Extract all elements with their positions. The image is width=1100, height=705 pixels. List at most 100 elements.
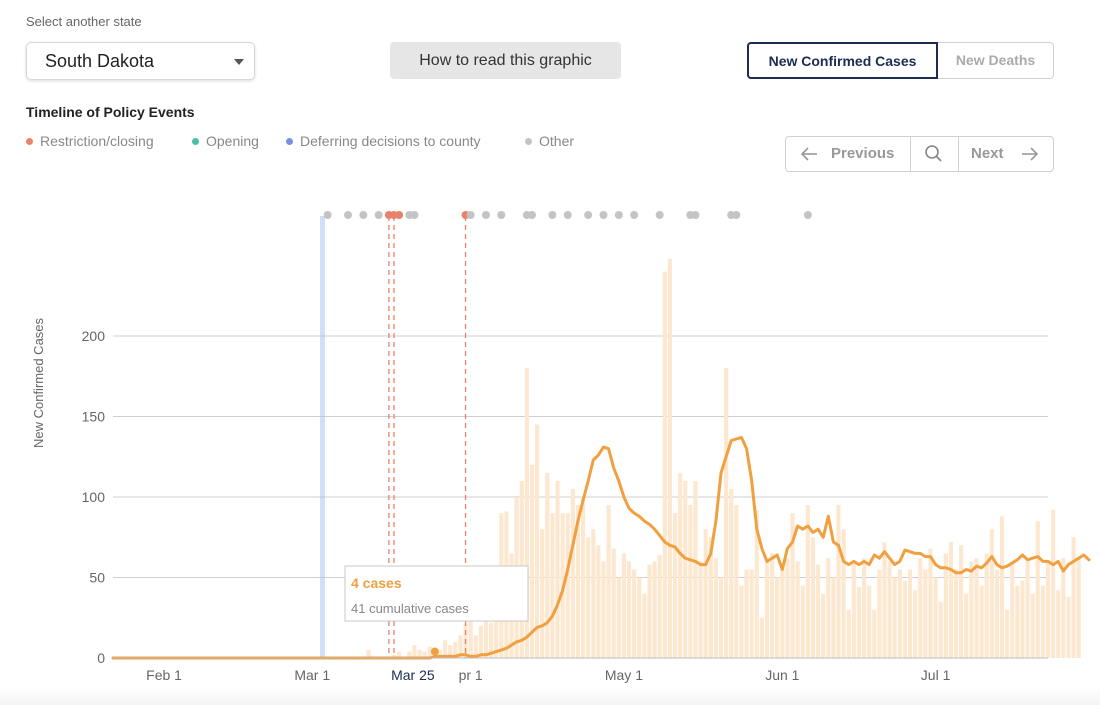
- case-bar: [611, 548, 616, 658]
- case-bar: [780, 569, 785, 658]
- case-bar: [545, 472, 550, 658]
- case-bar: [606, 505, 611, 658]
- chart-event-lines: [319, 216, 467, 658]
- case-bar: [948, 542, 953, 658]
- y-axis-label: New Confirmed Cases: [31, 317, 46, 448]
- case-bar: [836, 505, 841, 658]
- case-bar: [877, 569, 882, 658]
- case-bar: [453, 641, 458, 658]
- policy-event-dot: [691, 211, 700, 219]
- case-bar: [964, 593, 969, 658]
- y-tick-label: 50: [89, 570, 105, 586]
- case-bar: [1015, 585, 1020, 658]
- case-bar: [535, 424, 540, 658]
- other-dot-icon: [525, 138, 532, 145]
- case-bar: [851, 561, 856, 658]
- case-bar: [984, 553, 989, 658]
- policy-event-dot: [323, 211, 332, 219]
- case-bar: [596, 545, 601, 658]
- how-to-read-button[interactable]: How to read this graphic: [390, 42, 621, 79]
- policy-event-dot: [732, 211, 741, 219]
- new-cases-toggle[interactable]: New Confirmed Cases: [747, 42, 938, 79]
- case-bar: [887, 561, 892, 658]
- chart-gridlines: [113, 335, 1048, 578]
- chart-policy-dots: [323, 211, 812, 219]
- case-bar: [1045, 561, 1051, 658]
- case-bar: [540, 529, 545, 658]
- policy-event-dot: [614, 211, 623, 219]
- case-bar: [1056, 590, 1061, 658]
- case-bar: [831, 577, 836, 658]
- case-bar: [805, 505, 810, 658]
- case-bar: [708, 537, 713, 658]
- case-bar: [770, 553, 775, 658]
- case-bar: [1020, 580, 1025, 658]
- policy-event-dot: [466, 211, 475, 219]
- search-button[interactable]: [911, 137, 959, 171]
- case-bar: [1040, 585, 1045, 658]
- case-bar: [678, 472, 683, 658]
- case-bar: [621, 553, 626, 658]
- next-label: Next: [971, 145, 1004, 162]
- case-bar: [897, 569, 902, 658]
- legend-item-deferring: Deferring decisions to county: [286, 133, 481, 149]
- legend-item-other: Other: [525, 133, 574, 149]
- restriction-dot-icon: [26, 138, 33, 145]
- case-bar: [979, 585, 984, 658]
- policy-event-dot: [599, 211, 608, 219]
- tooltip-point-marker: [430, 647, 439, 656]
- case-bar: [826, 558, 831, 658]
- legend-label: Other: [539, 133, 575, 149]
- y-tick-label: 100: [82, 489, 106, 505]
- case-bar: [1051, 509, 1056, 658]
- case-bar: [647, 564, 652, 658]
- policy-event-dot: [410, 211, 419, 219]
- case-bar: [989, 529, 994, 658]
- timeline-title: Timeline of Policy Events: [26, 104, 195, 120]
- new-deaths-toggle[interactable]: New Deaths: [938, 42, 1054, 79]
- case-bar: [550, 513, 555, 658]
- policy-event-dot: [584, 211, 593, 219]
- case-bar: [652, 561, 657, 658]
- case-bar: [601, 561, 606, 658]
- case-bar: [918, 558, 923, 658]
- chart-bars: [366, 258, 1081, 658]
- x-tick-label: May 1: [605, 667, 643, 683]
- case-bar: [953, 569, 959, 658]
- case-bar: [642, 593, 647, 658]
- case-bar: [1005, 609, 1010, 658]
- chevron-down-icon: [234, 59, 244, 65]
- case-bar: [575, 505, 580, 658]
- case-bar: [683, 480, 688, 658]
- next-button[interactable]: Next: [959, 137, 1053, 171]
- case-bar: [555, 480, 560, 658]
- arrow-left-icon: [800, 147, 817, 161]
- case-bar: [637, 577, 642, 658]
- y-tick-label: 0: [97, 650, 105, 666]
- case-bar: [739, 585, 744, 658]
- case-bar: [667, 258, 672, 658]
- case-bar: [407, 651, 412, 658]
- case-bar: [999, 516, 1005, 658]
- case-bar: [969, 561, 974, 658]
- case-bar: [790, 513, 795, 658]
- case-bar: [478, 625, 483, 658]
- state-select-label: Select another state: [26, 14, 142, 29]
- case-bar: [693, 480, 698, 658]
- tooltip-cumulative: 41 cumulative cases: [351, 601, 469, 616]
- previous-button[interactable]: Previous: [786, 137, 911, 171]
- policy-event-dot: [803, 211, 812, 219]
- cases-chart: 0 50 100 150 200 Feb 1 Mar 1 Mar 25 pr 1 May 1 Jun…: [31, 211, 1091, 683]
- case-bar: [489, 622, 494, 658]
- case-bar: [759, 617, 764, 658]
- deferring-dot-icon: [286, 138, 293, 145]
- case-bar: [902, 580, 907, 658]
- case-bar: [841, 529, 846, 658]
- case-bar: [867, 585, 872, 658]
- legend-label: Opening: [206, 133, 259, 149]
- case-bar: [959, 545, 964, 658]
- case-bar: [483, 614, 489, 658]
- case-bar: [632, 569, 637, 658]
- x-tick-label: Jun 1: [765, 667, 799, 683]
- state-select-dropdown[interactable]: South Dakota: [26, 42, 255, 80]
